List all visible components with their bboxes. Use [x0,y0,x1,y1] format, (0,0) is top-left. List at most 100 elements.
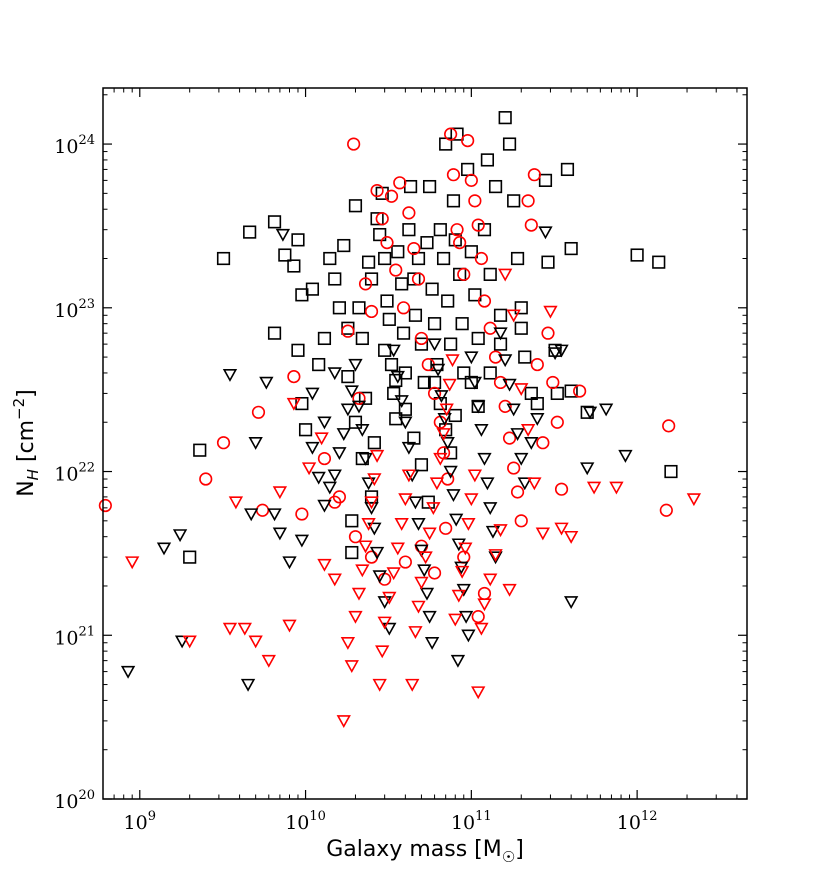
data-point-triangle-down-3-42 [433,452,448,466]
data-point-square-0-84 [541,255,555,269]
data-point-triangle-down-3-3 [228,496,244,510]
data-point-square-0-35 [382,312,396,326]
data-point-circle-1-53 [530,357,544,372]
x-tick-exp-1: 10 [309,809,326,824]
data-point-triangle-down-2-26 [358,452,373,466]
data-point-triangle-down-2-69 [488,551,503,565]
data-point-circle-1-6 [295,507,309,521]
y-tick-base-4: 10 [54,136,78,158]
data-point-triangle-down-2-82 [563,596,579,610]
data-point-triangle-down-3-22 [364,496,379,510]
data-point-triangle-down-2-2 [172,529,188,543]
data-point-triangle-down-2-66 [480,477,495,491]
data-point-circle-1-19 [389,263,403,277]
data-point-triangle-down-3-32 [398,493,413,507]
data-point-triangle-down-3-36 [411,600,426,614]
data-point-triangle-down-2-1 [156,542,172,556]
data-point-triangle-down-2-53 [446,489,461,503]
data-point-circle-1-50 [521,194,535,208]
data-point-triangle-down-2-89 [305,387,320,401]
data-point-circle-1-60 [659,503,673,517]
data-point-triangle-down-2-15 [311,471,326,485]
data-point-triangle-down-3-0 [125,556,140,570]
y-tick-label-0: 1020 [54,788,95,813]
data-point-circle-1-35 [457,267,471,281]
data-point-square-0-30 [370,212,384,226]
data-point-triangle-down-2-84 [582,406,598,420]
data-point-triangle-down-3-9 [286,397,302,411]
data-point-triangle-down-3-5 [248,635,263,649]
data-point-square-0-27 [361,255,376,269]
data-point-triangle-down-2-20 [336,428,351,441]
data-point-triangle-down-3-35 [408,626,423,639]
data-point-square-0-67 [464,245,478,259]
x-tick-label-2: 1011 [451,809,492,834]
data-point-square-0-80 [518,350,532,364]
data-point-square-0-62 [450,127,464,141]
data-point-triangle-down-3-25 [372,678,387,692]
data-point-circle-1-51 [524,218,538,232]
data-point-triangle-down-3-64 [520,424,536,437]
data-point-square-0-11 [291,343,305,357]
data-point-triangle-down-3-2 [222,622,238,636]
x-tick-label-0: 109 [124,809,156,834]
data-point-circle-1-37 [464,173,478,187]
data-point-circle-1-62 [471,610,485,624]
data-point-square-0-34 [380,294,394,308]
data-point-triangle-down-2-45 [422,610,437,624]
data-point-triangle-down-3-10 [301,462,317,476]
data-point-circle-1-17 [380,236,394,250]
data-point-square-0-46 [408,308,423,322]
data-point-triangle-down-2-59 [450,654,466,668]
data-point-circle-1-1 [199,472,213,486]
data-point-circle-1-31 [444,127,458,141]
y-tick-exp-4: 24 [78,133,95,148]
data-point-triangle-down-2-16 [317,499,332,513]
data-point-circle-1-20 [393,176,407,190]
data-point-square-0-83 [538,173,553,187]
data-point-triangle-down-3-41 [429,477,445,491]
data-point-triangle-down-2-67 [483,502,498,516]
data-point-triangle-down-3-30 [390,542,405,556]
data-point-triangle-down-3-54 [471,686,486,700]
data-point-triangle-down-3-8 [282,619,297,633]
data-point-circle-1-54 [536,436,550,450]
data-point-triangle-down-3-16 [344,660,359,674]
y-tick-exp-0: 20 [78,788,95,803]
data-point-square-0-4 [267,215,282,229]
data-point-triangle-down-2-41 [411,517,426,531]
x-tick-base-0: 10 [124,812,148,834]
data-point-triangle-down-2-72 [502,378,517,392]
data-point-circle-1-36 [461,133,475,148]
data-point-triangle-down-2-44 [419,587,435,601]
data-point-triangle-down-2-54 [449,513,464,527]
data-point-square-0-111 [483,366,497,380]
data-point-triangle-down-3-14 [336,715,351,729]
data-point-triangle-down-3-7 [272,486,288,500]
data-point-triangle-down-3-56 [477,598,492,612]
data-point-triangle-down-3-1 [182,635,197,649]
data-point-triangle-down-3-55 [474,622,489,636]
data-point-triangle-down-3-43 [436,428,451,441]
data-point-triangle-down-2-55 [451,538,466,552]
data-point-circle-1-24 [411,272,426,286]
data-point-triangle-down-2-3 [174,635,190,649]
data-point-square-0-88 [564,241,578,256]
x-axis-title: Galaxy mass [M☉] [326,837,524,866]
x-axis-title-close: ] [515,837,524,862]
data-point-circle-1-3 [251,405,266,419]
data-point-circle-1-52 [527,168,541,182]
data-point-square-0-92 [652,255,666,269]
data-point-triangle-down-2-0 [120,665,136,679]
data-point-triangle-down-2-17 [322,481,337,495]
data-point-circle-1-34 [453,236,467,250]
data-point-triangle-down-3-66 [535,527,551,541]
data-point-triangle-down-2-37 [398,416,413,430]
data-point-square-0-89 [564,384,578,398]
data-point-triangle-down-3-51 [461,517,476,531]
data-point-square-0-1 [193,443,207,457]
data-point-square-0-29 [367,436,381,450]
data-point-square-0-3 [243,225,257,239]
y-tick-base-3: 10 [54,300,78,322]
data-point-triangle-down-3-33 [401,469,417,483]
